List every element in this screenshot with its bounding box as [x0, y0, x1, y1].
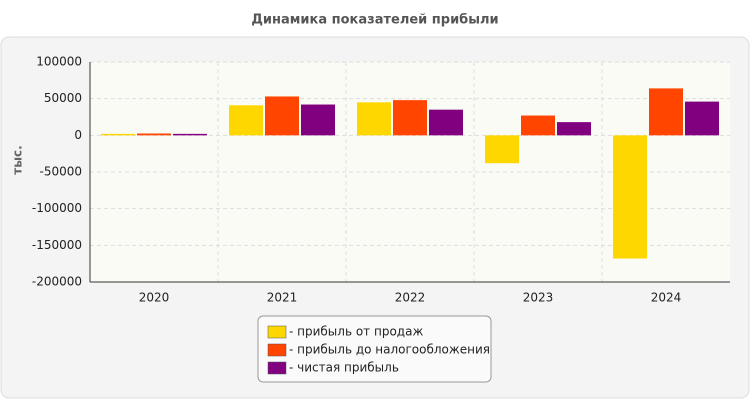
y-tick-label: 100000 [36, 55, 82, 69]
legend-label: - чистая прибыль [289, 361, 399, 375]
legend-swatch [267, 343, 287, 357]
legend-label: - прибыль от продаж [289, 325, 423, 339]
legend-swatch [267, 361, 287, 375]
bar [301, 104, 335, 136]
bar [685, 101, 719, 136]
x-tick-label: 2020 [139, 291, 170, 305]
legend [257, 315, 492, 383]
bar [101, 133, 135, 136]
bar [229, 105, 263, 136]
chart-title: Динамика показателей прибыли [251, 13, 498, 28]
bar [173, 133, 207, 136]
bar [137, 133, 171, 136]
bar [357, 102, 391, 136]
y-tick-label: -150000 [32, 238, 82, 252]
bar [649, 88, 683, 136]
x-tick-label: 2022 [395, 291, 426, 305]
bar [521, 115, 555, 136]
y-tick-label: -200000 [32, 275, 82, 289]
x-tick-label: 2023 [523, 291, 554, 305]
bar [429, 109, 463, 136]
legend-swatch [267, 325, 287, 339]
y-tick-label: 0 [74, 128, 82, 142]
x-tick-label: 2021 [267, 291, 298, 305]
y-tick-label: 50000 [44, 91, 82, 105]
x-tick-label: 2024 [651, 291, 682, 305]
bar [557, 122, 591, 136]
legend-label: - прибыль до налогообложения [289, 343, 490, 357]
bar [613, 135, 647, 259]
bar [485, 135, 519, 164]
y-tick-label: -50000 [39, 165, 82, 179]
bar [393, 100, 427, 136]
y-axis-label: тыс. [11, 145, 25, 174]
y-tick-label: -100000 [32, 201, 82, 215]
bar [265, 96, 299, 136]
